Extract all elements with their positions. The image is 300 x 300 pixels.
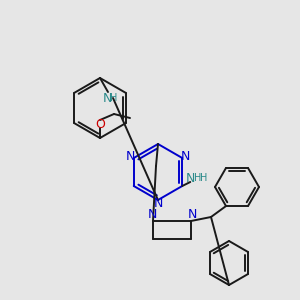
Text: N: N [187,208,197,220]
Text: N: N [102,92,112,104]
Text: N: N [153,197,163,210]
Text: N: N [186,172,195,184]
Text: H: H [110,93,118,103]
Text: O: O [95,118,105,130]
Text: N: N [181,150,190,163]
Text: H: H [200,173,207,183]
Text: H: H [194,173,201,183]
Text: N: N [147,208,157,220]
Text: N: N [126,150,135,163]
